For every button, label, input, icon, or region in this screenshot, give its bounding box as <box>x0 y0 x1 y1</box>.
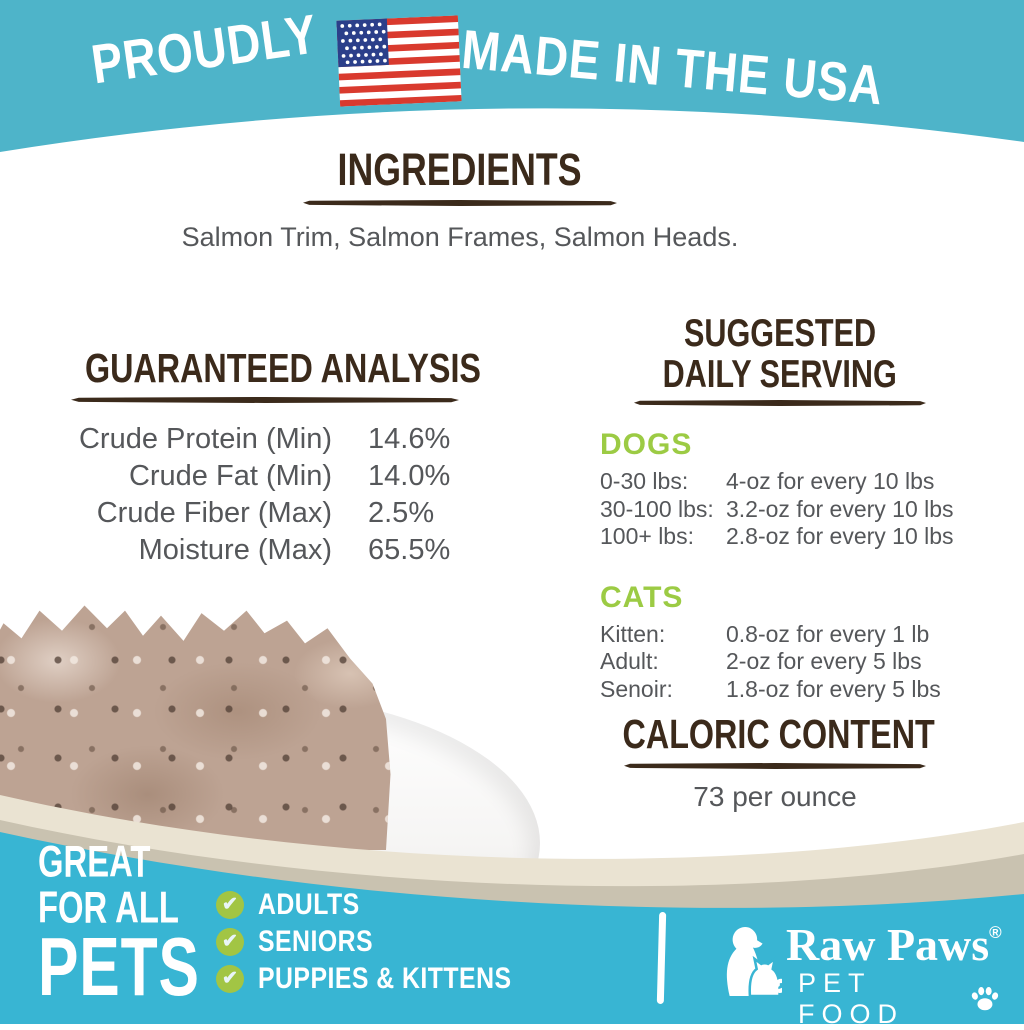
serving-row: Senoir: 1.8-oz for every 5 lbs <box>600 676 960 704</box>
caloric-content-section: CALORIC CONTENT 73 per ounce <box>595 712 955 813</box>
serving-value: 1.8-oz for every 5 lbs <box>726 675 941 702</box>
analysis-label: Crude Fat (Min) <box>128 460 332 492</box>
caloric-content-title: CALORIC CONTENT <box>622 712 935 758</box>
dog-cat-silhouette-icon <box>726 927 782 998</box>
caloric-content-underline <box>624 763 926 769</box>
checkmark-icon: ✔ <box>216 927 244 956</box>
headline-line-1: GREAT <box>38 837 151 887</box>
cats-heading: CATS <box>600 580 684 614</box>
serving-label: Senoir: <box>600 675 673 702</box>
caloric-content-value: 73 per ounce <box>693 781 857 812</box>
ingredients-list: Salmon Trim, Salmon Frames, Salmon Heads… <box>181 222 739 252</box>
checkmark-icon: ✔ <box>216 964 244 993</box>
checkmark-icon: ✔ <box>216 890 244 919</box>
checklist-label: SENIORS <box>258 924 374 958</box>
serving-label: 0-30 lbs: <box>600 468 689 494</box>
paw-print-icon <box>971 987 999 1011</box>
serving-row: 0-30 lbs: 4-oz for every 10 lbs <box>600 468 960 496</box>
serving-row: 30-100 lbs: 3.2-oz for every 10 lbs <box>600 496 960 524</box>
serving-value: 0.8-oz for every 1 lb <box>726 620 930 647</box>
serving-row: Kitten: 0.8-oz for every 1 lb <box>600 621 960 649</box>
ingredients-section: INGREDIENTS Salmon Trim, Salmon Frames, … <box>150 144 770 253</box>
analysis-value: 65.5% <box>368 534 451 566</box>
serving-value: 3.2-oz for every 10 lbs <box>726 495 954 522</box>
ingredients-underline <box>303 200 617 206</box>
analysis-value: 2.5% <box>368 497 435 529</box>
top-banner-background <box>0 0 1024 152</box>
serving-row: 100+ lbs: 2.8-oz for every 10 lbs <box>600 523 960 551</box>
analysis-label: Moisture (Max) <box>138 534 332 566</box>
daily-serving-title-line2: DAILY SERVING <box>662 351 898 396</box>
brand-subtitle-text: PET FOOD <box>798 968 904 1029</box>
usa-flag-icon <box>336 15 462 107</box>
serving-label: Adult: <box>600 648 659 674</box>
serving-label: 30-100 lbs: <box>600 495 714 522</box>
brand-name: Raw Paws® <box>786 922 1002 968</box>
table-row: Crude Protein (Min) 14.6% <box>50 421 480 458</box>
serving-value: 4-oz for every 10 lbs <box>726 468 935 494</box>
guaranteed-analysis-table: Crude Protein (Min) 14.6% Crude Fat (Min… <box>50 421 480 569</box>
brand-subtitle-row: PET FOOD <box>798 968 1000 1030</box>
serving-row: Adult: 2-oz for every 5 lbs <box>600 648 960 676</box>
great-for-all-pets-headline: GREAT FOR ALL PETS <box>38 837 235 1008</box>
guaranteed-analysis-title: GUARANTEED ANALYSIS <box>84 346 481 392</box>
brand-name-text: Raw Paws <box>786 919 990 970</box>
ingredients-title: INGREDIENTS <box>338 144 582 195</box>
headline-line-3: PETS <box>38 919 200 1013</box>
table-row: Crude Fat (Min) 14.0% <box>50 458 480 495</box>
checklist-label: PUPPIES & KITTENS <box>258 961 512 995</box>
dogs-serving-block: DOGS 0-30 lbs: 4-oz for every 10 lbs 30-… <box>600 428 960 551</box>
checklist-label: ADULTS <box>258 887 360 921</box>
list-item: ✔ SENIORS <box>216 923 534 960</box>
daily-serving-title: SUGGESTED DAILY SERVING <box>600 310 960 406</box>
daily-serving-title-line1: SUGGESTED <box>683 310 877 355</box>
serving-label: Kitten: <box>600 620 666 647</box>
cats-serving-block: CATS Kitten: 0.8-oz for every 1 lb Adult… <box>600 581 960 704</box>
headline-line-2: FOR ALL <box>38 883 179 933</box>
analysis-value: 14.6% <box>368 423 451 455</box>
serving-value: 2-oz for every 5 lbs <box>726 648 922 674</box>
dogs-heading: DOGS <box>600 428 693 461</box>
analysis-label: Crude Protein (Min) <box>78 423 332 455</box>
serving-label: 100+ lbs: <box>600 523 694 549</box>
serving-value: 2.8-oz for every 10 lbs <box>726 523 954 549</box>
table-row: Crude Fiber (Max) 2.5% <box>50 495 480 532</box>
daily-serving-section: SUGGESTED DAILY SERVING DOGS 0-30 lbs: 4… <box>600 310 960 704</box>
list-item: ✔ ADULTS <box>216 886 534 923</box>
guaranteed-analysis-section: GUARANTEED ANALYSIS Crude Protein (Min) … <box>50 346 481 569</box>
raw-paws-logo: Raw Paws® PET FOOD <box>700 912 1002 1029</box>
analysis-value: 14.0% <box>368 460 451 492</box>
analysis-label: Crude Fiber (Max) <box>96 497 332 529</box>
list-item: ✔ PUPPIES & KITTENS <box>216 960 534 997</box>
table-row: Moisture (Max) 65.5% <box>50 532 480 569</box>
pet-types-checklist: ✔ ADULTS ✔ SENIORS ✔ PUPPIES & KITTENS <box>216 886 534 997</box>
daily-serving-underline <box>634 400 926 406</box>
registered-trademark-symbol: ® <box>989 923 1002 942</box>
guaranteed-analysis-underline <box>71 397 459 403</box>
